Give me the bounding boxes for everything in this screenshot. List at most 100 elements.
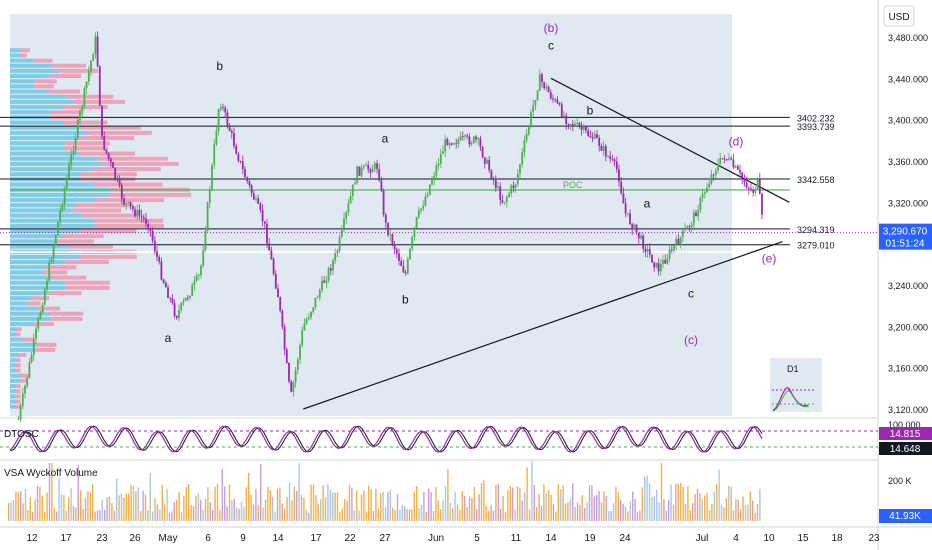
candle-body [688,226,691,228]
candle-body [206,202,209,231]
candle-body [233,133,235,146]
volume-bar [574,506,576,521]
candle-body [118,179,121,186]
volume-bar [528,509,531,521]
volume-bar [411,508,413,521]
candle-body [514,184,517,188]
profile-bar-up [10,172,80,177]
candle-body [171,298,174,304]
volume-bar [430,491,432,521]
candle-body [620,181,623,194]
volume-bar [507,490,509,521]
candle-body [758,178,761,194]
candle-body [525,133,528,141]
volume-bar [296,490,298,521]
candle-body [589,135,592,138]
volume-bar [140,510,142,521]
wave-labels: (b) c b a b (d) a (e) b c a (c) [165,21,777,347]
candle-body [52,245,55,260]
osc-signal-line [9,425,763,453]
candle-body [184,297,187,301]
profile-bar-up [10,167,93,172]
profile-bar-down [35,342,57,347]
candle-body [94,36,97,55]
currency-badge[interactable] [883,5,915,27]
volume-bar [564,503,567,521]
volume-bar [454,491,456,521]
candle-body [261,210,264,222]
candle-body [756,178,759,190]
candle-body [516,173,519,185]
candle-body [202,249,205,266]
profile-bar-down [16,332,21,337]
volume-bar [327,484,329,521]
time-tick-label: 17 [310,533,322,544]
candle-body [741,172,744,179]
profile-bar-down [50,110,84,115]
candle-body [706,187,708,193]
volume-bar [442,500,444,521]
candle-body [169,297,172,299]
volume-bar [180,512,183,521]
candle-body [466,135,469,137]
volume-bar [240,501,243,521]
price-tick-label: 3,480.000 [888,33,928,43]
volume-bar [44,512,46,521]
volume-bar [428,488,430,521]
volume-bar [663,498,665,521]
profile-bar-up [10,347,35,352]
volume-bar [641,487,643,521]
profile-bar-down [16,363,21,368]
candle-body [618,169,620,182]
volume-bar [233,498,235,521]
candle-body [272,259,275,274]
candle-body [112,162,114,168]
volume-bar [334,492,336,521]
profile-bar-down [48,89,80,94]
profile-bar-up [10,48,22,53]
candle-body [747,187,750,189]
volume-bar [219,509,221,521]
candle-body [697,209,700,217]
profile-bar-up [10,213,82,218]
candle-body [310,311,312,318]
countdown-label: 01:51:24 [886,239,925,250]
profile-bar-down [109,192,192,197]
volume-bar [627,511,629,521]
volume-bar [668,499,670,521]
time-tick-label: 12 [26,533,38,544]
time-axis[interactable]: 12 17 23 26 May 6 9 14 17 22 27 Jun 5 11 14 19 24 Jul 4 10 1… [26,533,880,544]
volume-bar [699,493,701,521]
volume-bar [63,495,65,521]
candle-body [673,245,675,251]
profile-bar-down [16,389,21,394]
candle-body [305,319,308,324]
candle-body [72,150,75,155]
candle-body [593,134,596,139]
volume-bar [684,504,687,521]
profile-bar-up [10,229,80,234]
candle-body [191,285,194,296]
candle-body [644,248,647,252]
profile-bar-down [22,337,34,342]
profile-bar-down [92,167,161,172]
candle-body [393,244,396,250]
candle-body [494,180,497,188]
candle-body [734,166,737,168]
candle-body [728,158,730,160]
volume-bar [720,504,723,521]
candle-body [692,212,695,225]
candle-body [228,125,231,131]
volume-bar [12,500,15,521]
candle-body [35,328,37,339]
profile-bar-up [10,327,17,332]
current-price-badge-label: 3,290.670 [883,227,928,238]
wave-label: a [165,331,172,345]
time-tick-label: 19 [584,533,596,544]
volume-bar [372,510,375,521]
candle-body [510,185,513,194]
profile-bar-down [78,136,135,141]
volume-bar [504,511,507,521]
volume-bar [497,483,499,521]
